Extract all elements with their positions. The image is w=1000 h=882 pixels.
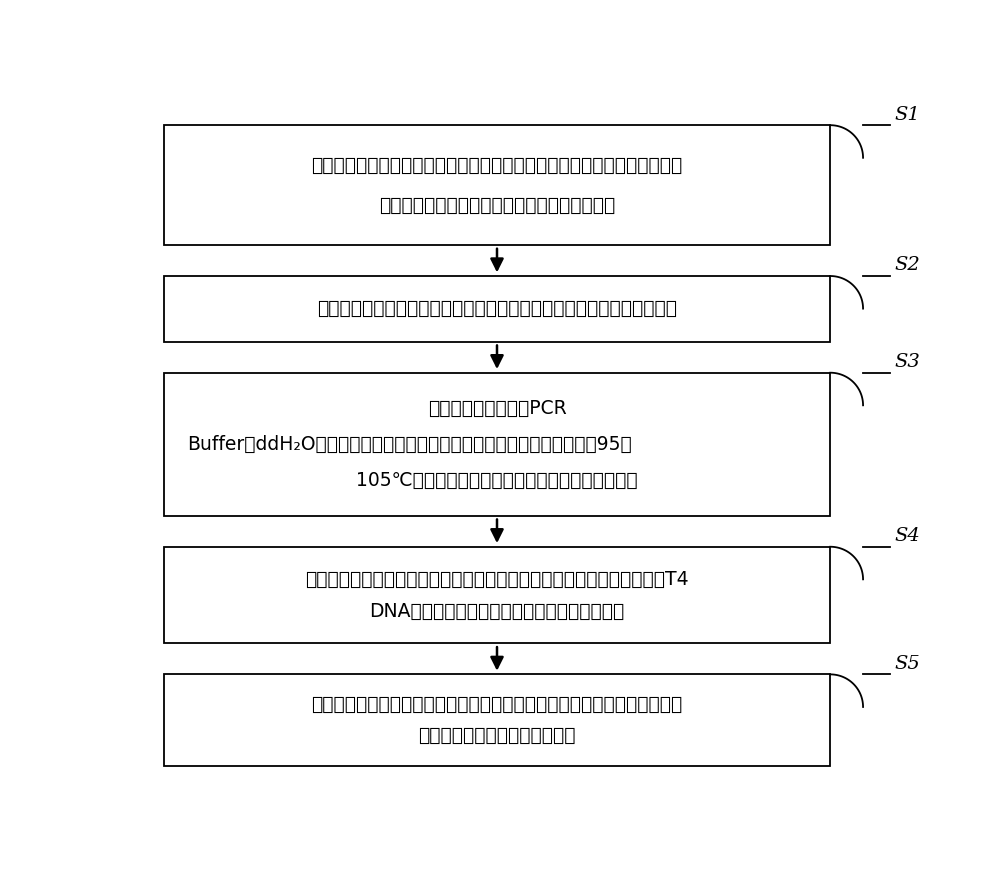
Bar [164, 125, 830, 245]
Bar [164, 373, 830, 516]
Text: S5: S5 [894, 654, 920, 673]
Text: S3: S3 [894, 353, 920, 371]
Bar [164, 675, 830, 766]
Text: 105℃的热水中，后自然冷却至室温，获得退火产物: 105℃的热水中，后自然冷却至室温，获得退火产物 [356, 470, 638, 490]
Text: 将所述退火产物和所述第二粘性末端的线性载体孵育，后转化进感受态细胞: 将所述退火产物和所述第二粘性末端的线性载体孵育，后转化进感受态细胞 [311, 695, 683, 714]
Text: S2: S2 [894, 257, 920, 274]
Text: S4: S4 [894, 527, 920, 545]
Text: Buffer和ddH₂O混匀，获得退火反应液；将所述退火反应液放置于温度为95～: Buffer和ddH₂O混匀，获得退火反应液；将所述退火反应液放置于温度为95～ [187, 435, 632, 453]
Bar [164, 547, 830, 644]
Text: 获得带有目的基因片段的转化子: 获得带有目的基因片段的转化子 [418, 726, 576, 744]
Text: 获得目的基因片段的多条上游引物和多条下游引物；其中，所述多条上游引: 获得目的基因片段的多条上游引物和多条下游引物；其中，所述多条上游引 [311, 155, 683, 175]
Text: DNA聚合酶处理，获得第二粘性末端的线性载体: DNA聚合酶处理，获得第二粘性末端的线性载体 [369, 602, 625, 621]
Bar [164, 276, 830, 341]
Text: 将所述引物对溶液、PCR: 将所述引物对溶液、PCR [428, 399, 566, 418]
Text: 物和所述多条下游引物之间存在多个重叠的碘基: 物和所述多条下游引物之间存在多个重叠的碘基 [379, 196, 615, 214]
Text: 将载体双酶切获得第一粘性末端线性载体，后将所述粘性末端线性载体用T4: 将载体双酶切获得第一粘性末端线性载体，后将所述粘性末端线性载体用T4 [305, 570, 689, 588]
Text: 将所述多条上游引物、所述多条下游引物和双蕃水混匀，获得引物对溶液: 将所述多条上游引物、所述多条下游引物和双蕃水混匀，获得引物对溶液 [317, 299, 677, 318]
Text: S1: S1 [894, 106, 920, 123]
